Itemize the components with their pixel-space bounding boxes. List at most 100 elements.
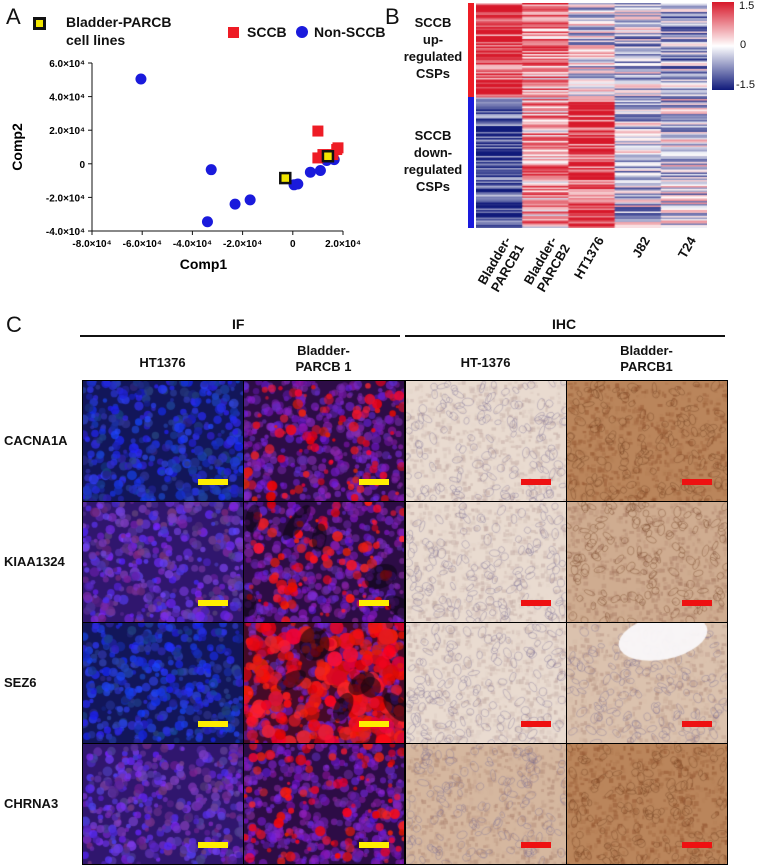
if-header-line — [80, 335, 400, 337]
micrograph-panel — [243, 501, 405, 623]
micrograph-panel — [566, 380, 728, 502]
micrograph-panel — [82, 380, 244, 502]
image-column-header: HT-1376 — [405, 355, 566, 371]
non-sccb-point — [205, 164, 217, 176]
panel-c-letter: C — [6, 312, 22, 337]
scale-bar — [682, 842, 712, 848]
image-column-header: Bladder- PARCB1 — [566, 343, 727, 375]
scale-bar — [198, 479, 228, 485]
down-regulated-label: SCCB down- regulated CSPs — [400, 127, 466, 195]
scale-bar — [521, 842, 551, 848]
image-column-header: Bladder- PARCB 1 — [243, 343, 404, 375]
scale-bar — [359, 600, 389, 606]
non-sccb-point — [314, 165, 326, 177]
micrograph-panel — [405, 501, 567, 623]
y-tick-label: 2.0×10⁴ — [49, 126, 85, 137]
sccb-point — [332, 142, 344, 154]
legend-sccb-label: SCCB — [247, 24, 287, 40]
scale-bar — [359, 479, 389, 485]
y-tick-label: 4.0×10⁴ — [49, 93, 85, 104]
x-tick-label: -8.0×10⁴ — [72, 239, 111, 250]
x-tick-label: -6.0×10⁴ — [123, 239, 162, 250]
down-regulated-bar — [468, 97, 474, 228]
down-label-line: regulated — [403, 162, 463, 177]
heatmap-colorbar — [712, 2, 734, 90]
non-sccb-point — [229, 198, 241, 210]
micrograph-panel — [82, 743, 244, 865]
bladder-parcb-point — [321, 149, 335, 163]
legend-sccb-marker — [228, 27, 239, 38]
image-column-header-line: PARCB1 — [620, 359, 673, 374]
image-column-header-line: HT-1376 — [460, 355, 511, 370]
up-label-line: regulated — [403, 49, 463, 64]
image-column-header-line: PARCB 1 — [295, 359, 352, 374]
scale-bar — [198, 721, 228, 727]
bladder-parcb-point — [279, 171, 292, 185]
non-sccb-point — [201, 216, 213, 228]
non-sccb-point — [244, 194, 256, 206]
micrograph-panel — [405, 743, 567, 865]
legend-non-sccb-label: Non-SCCB — [314, 24, 386, 40]
micrograph-panel — [405, 380, 567, 502]
heatmap — [476, 3, 707, 228]
scale-bar — [521, 721, 551, 727]
scale-bar — [359, 721, 389, 727]
micrograph-panel — [566, 743, 728, 865]
x-tick-label: -4.0×10⁴ — [173, 239, 212, 250]
image-column-header-line: Bladder- — [620, 343, 673, 358]
scale-bar — [198, 600, 228, 606]
micrograph-panel — [82, 622, 244, 744]
y-axis-label: Comp2 — [9, 123, 25, 171]
image-column-header-line: Bladder- — [297, 343, 350, 358]
scale-bar — [359, 842, 389, 848]
heatmap-column-label: T24 — [651, 234, 699, 302]
micrograph-panel — [243, 743, 405, 865]
image-column-header-line: HT1376 — [139, 355, 186, 370]
legend-bladder-marker — [33, 17, 46, 30]
scale-bar — [682, 479, 712, 485]
down-label-line: CSPs — [416, 179, 450, 194]
scale-bar — [521, 600, 551, 606]
if-header: IF — [232, 316, 245, 332]
down-label-line: SCCB — [414, 128, 452, 143]
down-label-line: down- — [413, 145, 453, 160]
up-label-line: CSPs — [416, 66, 450, 81]
legend-non-sccb-marker — [296, 26, 308, 38]
image-column-header: HT1376 — [82, 355, 243, 371]
micrograph-panel — [243, 380, 405, 502]
y-tick-label: 0 — [79, 160, 85, 171]
non-sccb-point — [292, 178, 304, 190]
up-regulated-bar — [468, 3, 474, 97]
colorbar-tick-mid: 0 — [740, 39, 747, 51]
up-regulated-label: SCCB up- regulated CSPs — [400, 14, 466, 82]
micrograph-panel — [405, 622, 567, 744]
micrograph-panel — [82, 501, 244, 623]
ihc-header-line — [405, 335, 725, 337]
x-axis-label: Comp1 — [180, 256, 228, 272]
scale-bar — [521, 479, 551, 485]
image-row-header: CACNA1A — [4, 432, 68, 448]
heatmap-column-label-line: T24 — [674, 234, 699, 261]
scale-bar — [198, 842, 228, 848]
x-tick-label: 0 — [290, 239, 296, 250]
non-sccb-point — [135, 73, 147, 85]
colorbar-tick-high: 1.5 — [739, 0, 755, 12]
panel-b-letter: B — [385, 4, 400, 29]
x-tick-label: 2.0×10⁴ — [325, 239, 361, 250]
ihc-header: IHC — [552, 316, 577, 332]
micrograph-panel — [566, 622, 728, 744]
y-tick-label: -4.0×10⁴ — [46, 227, 85, 238]
y-tick-label: 6.0×10⁴ — [49, 59, 85, 70]
scale-bar — [682, 600, 712, 606]
heatmap-column-label: J82 — [605, 234, 653, 302]
up-label-line: up- — [422, 32, 444, 47]
x-tick-label: -2.0×10⁴ — [223, 239, 262, 250]
panel-a-letter: A — [6, 4, 21, 29]
non-sccb-point — [304, 166, 316, 178]
micrograph-panel — [566, 501, 728, 623]
legend-bladder-label-2: cell lines — [66, 32, 126, 48]
scale-bar — [682, 721, 712, 727]
heatmap-column-label-line: J82 — [628, 234, 653, 261]
y-tick-label: -2.0×10⁴ — [46, 193, 85, 204]
image-row-header: SEZ6 — [4, 674, 37, 690]
